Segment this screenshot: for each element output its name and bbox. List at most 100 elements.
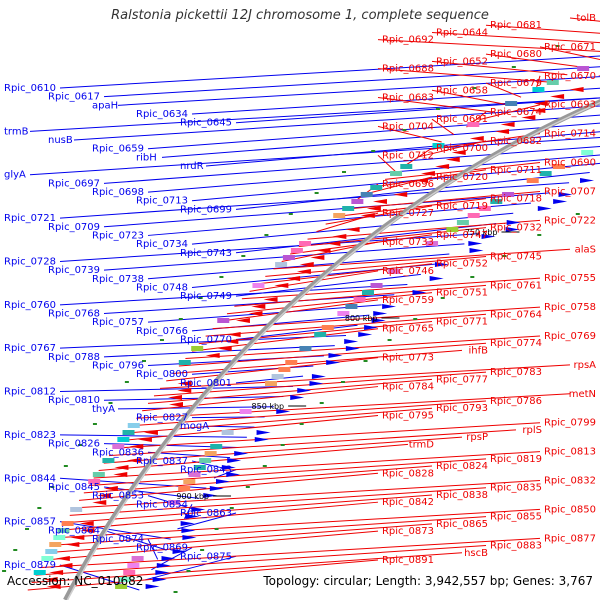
reverse-gene-arrow[interactable] — [167, 395, 182, 400]
left-gene-label[interactable]: Rpic_0826 — [48, 439, 100, 450]
forward-gene-arrow[interactable] — [254, 437, 269, 442]
left-gene-label[interactable]: Rpic_0743 — [180, 248, 232, 259]
forward-gene-arrow[interactable] — [537, 206, 552, 211]
forward-gene-arrow[interactable] — [297, 388, 312, 393]
right-gene-label[interactable]: Rpic_0799 — [544, 418, 596, 429]
forward-gene-arrow[interactable] — [345, 346, 360, 351]
forward-gene-arrow[interactable] — [469, 248, 484, 253]
right-gene-label[interactable]: Rpic_0771 — [436, 317, 488, 328]
left-gene-label[interactable]: Rpic_0845 — [48, 482, 100, 493]
right-gene-label[interactable]: Rpic_0774 — [490, 338, 542, 349]
right-gene-label[interactable]: Rpic_0850 — [544, 504, 596, 515]
forward-gene-arrow[interactable] — [180, 521, 195, 526]
left-gene-label[interactable]: Rpic_0875 — [180, 551, 232, 562]
reverse-gene-arrow[interactable] — [420, 171, 435, 176]
reverse-gene-arrow[interactable] — [92, 500, 107, 505]
forward-gene-arrow[interactable] — [221, 465, 236, 470]
left-gene-label[interactable]: Rpic_0863 — [180, 508, 232, 519]
left-gene-label[interactable]: Rpic_0699 — [180, 204, 232, 215]
right-gene-label[interactable]: Rpic_0690 — [544, 158, 596, 169]
forward-gene-arrow[interactable] — [328, 353, 343, 358]
right-gene-label[interactable]: Rpic_0671 — [544, 42, 596, 53]
reverse-gene-arrow[interactable] — [248, 311, 263, 316]
forward-gene-arrow[interactable] — [172, 549, 187, 554]
forward-gene-arrow[interactable] — [290, 395, 305, 400]
right-gene-label[interactable]: Rpic_0691 — [436, 114, 488, 125]
reverse-gene-arrow[interactable] — [345, 227, 360, 232]
right-gene-label[interactable]: Rpic_0855 — [490, 512, 542, 523]
forward-gene-arrow[interactable] — [227, 458, 242, 463]
right-gene-label[interactable]: Rpic_0747 — [436, 230, 488, 241]
right-gene-label[interactable]: rpsA — [573, 360, 596, 371]
left-gene-label[interactable]: Rpic_0864 — [48, 525, 100, 536]
left-gene-label[interactable]: Rpic_0734 — [136, 239, 188, 250]
left-gene-label[interactable]: glyA — [4, 170, 26, 181]
left-gene-label[interactable]: Rpic_0854 — [136, 499, 188, 510]
reverse-gene-arrow[interactable] — [296, 269, 311, 274]
left-gene-label[interactable]: nusB — [48, 135, 73, 146]
right-gene-label[interactable]: Rpic_0865 — [436, 519, 488, 530]
forward-gene-arrow[interactable] — [412, 290, 427, 295]
right-gene-label[interactable]: Rpic_0693 — [544, 100, 596, 111]
forward-gene-arrow[interactable] — [434, 262, 449, 267]
reverse-gene-arrow[interactable] — [366, 206, 381, 211]
left-gene-label[interactable]: Rpic_0617 — [48, 92, 100, 103]
right-gene-label[interactable]: Rpic_0679 — [490, 78, 542, 89]
reverse-gene-arrow[interactable] — [177, 381, 192, 386]
left-gene-label[interactable]: Rpic_0823 — [4, 430, 56, 441]
forward-gene-arrow[interactable] — [373, 311, 388, 316]
reverse-gene-arrow[interactable] — [80, 528, 95, 533]
right-gene-label[interactable]: Rpic_0819 — [490, 454, 542, 465]
reverse-gene-arrow[interactable] — [414, 178, 429, 183]
right-gene-label[interactable]: Rpic_0720 — [436, 172, 488, 183]
right-gene-label[interactable]: Rpic_0786 — [490, 396, 542, 407]
forward-gene-arrow[interactable] — [580, 178, 595, 183]
forward-gene-arrow[interactable] — [505, 227, 520, 232]
reverse-gene-arrow[interactable] — [469, 136, 484, 141]
forward-gene-arrow[interactable] — [358, 332, 373, 337]
reverse-gene-arrow[interactable] — [531, 108, 546, 113]
left-gene-label[interactable]: Rpic_0723 — [92, 230, 144, 241]
reverse-gene-arrow[interactable] — [251, 304, 266, 309]
left-gene-label[interactable]: ribH — [136, 152, 157, 163]
reverse-gene-arrow[interactable] — [226, 332, 241, 337]
forward-gene-arrow[interactable] — [226, 472, 241, 477]
forward-gene-arrow[interactable] — [185, 514, 200, 519]
right-gene-label[interactable]: Rpic_0759 — [382, 295, 434, 306]
reverse-gene-arrow[interactable] — [372, 199, 387, 204]
right-gene-label[interactable]: hscB — [464, 548, 488, 559]
reverse-gene-arrow[interactable] — [43, 577, 58, 582]
forward-gene-arrow[interactable] — [276, 409, 291, 414]
right-gene-label[interactable]: Rpic_0755 — [544, 273, 596, 284]
forward-gene-arrow[interactable] — [309, 381, 324, 386]
right-gene-label[interactable]: Rpic_0707 — [544, 186, 596, 197]
reverse-gene-arrow[interactable] — [177, 388, 192, 393]
left-gene-label[interactable]: Rpic_0879 — [4, 560, 56, 571]
reverse-gene-arrow[interactable] — [103, 486, 118, 491]
right-gene-label[interactable]: Rpic_0714 — [544, 129, 596, 140]
left-gene-label[interactable]: Rpic_0796 — [92, 361, 144, 372]
left-gene-label[interactable]: mogA — [180, 421, 209, 432]
reverse-gene-arrow[interactable] — [500, 122, 515, 127]
reverse-gene-arrow[interactable] — [113, 472, 128, 477]
forward-gene-arrow[interactable] — [553, 199, 568, 204]
right-gene-label[interactable]: Rpic_0719 — [436, 201, 488, 212]
forward-gene-arrow[interactable] — [326, 360, 341, 365]
left-gene-label[interactable]: Rpic_0748 — [136, 282, 188, 293]
reverse-gene-arrow[interactable] — [310, 255, 325, 260]
right-gene-label[interactable]: Rpic_0683 — [382, 92, 434, 103]
reverse-gene-arrow[interactable] — [332, 234, 347, 239]
left-gene-label[interactable]: Rpic_0874 — [92, 534, 144, 545]
left-gene-label[interactable]: Rpic_0768 — [48, 308, 100, 319]
left-gene-label[interactable]: Rpic_0760 — [4, 300, 56, 311]
left-gene-label[interactable]: Rpic_0869 — [136, 543, 188, 554]
right-gene-label[interactable]: Rpic_0733 — [382, 237, 434, 248]
reverse-gene-arrow[interactable] — [569, 87, 584, 92]
right-gene-label[interactable]: Rpic_0824 — [436, 461, 488, 472]
reverse-gene-arrow[interactable] — [316, 248, 331, 253]
left-gene-label[interactable]: Rpic_0610 — [4, 83, 56, 94]
right-gene-label[interactable]: ihfB — [469, 345, 489, 356]
right-gene-label[interactable]: Rpic_0877 — [544, 533, 596, 544]
right-gene-label[interactable]: Rpic_0769 — [544, 331, 596, 342]
